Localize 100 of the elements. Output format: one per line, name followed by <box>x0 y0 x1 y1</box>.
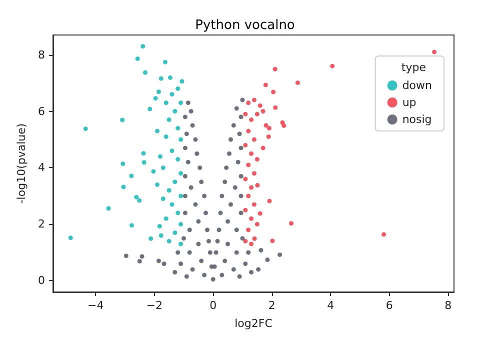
point <box>178 100 184 106</box>
x-tick-label: 0 <box>210 299 217 312</box>
point <box>258 211 262 216</box>
point <box>156 90 162 94</box>
point <box>166 117 172 122</box>
point <box>134 194 139 200</box>
y-axis-title: -log10(pvalue) <box>15 123 28 204</box>
point <box>249 185 254 190</box>
point <box>148 236 154 241</box>
y-tick-label: 6 <box>38 104 45 118</box>
point <box>120 162 126 166</box>
point <box>106 206 111 211</box>
point <box>254 112 260 116</box>
point <box>243 238 248 244</box>
point <box>178 137 184 142</box>
point <box>243 112 248 116</box>
x-tick-label: −4 <box>87 299 104 312</box>
point <box>170 148 174 154</box>
point <box>178 222 184 226</box>
point <box>255 182 260 188</box>
point <box>178 242 184 246</box>
point <box>254 157 260 162</box>
point <box>272 66 278 72</box>
point <box>172 109 178 114</box>
point <box>170 202 174 207</box>
point <box>121 184 126 190</box>
point <box>246 100 251 106</box>
x-tick-label: 6 <box>386 299 393 312</box>
point <box>246 128 251 134</box>
legend-title: type <box>401 61 426 74</box>
point <box>158 233 164 238</box>
point <box>267 198 272 204</box>
point <box>158 154 162 159</box>
point <box>266 126 272 130</box>
point <box>155 182 160 187</box>
point <box>164 134 168 139</box>
point <box>243 176 248 182</box>
point <box>249 242 254 246</box>
point <box>180 79 184 84</box>
point <box>266 134 271 139</box>
point <box>270 238 275 244</box>
legend-label: down <box>402 79 432 92</box>
point <box>282 123 286 128</box>
point <box>252 236 257 241</box>
point <box>252 98 256 102</box>
point <box>135 56 140 61</box>
point <box>83 126 88 132</box>
point <box>160 165 166 170</box>
point <box>246 228 251 232</box>
point <box>254 222 260 226</box>
x-tick-label: 4 <box>327 299 334 312</box>
point <box>243 142 248 148</box>
point <box>153 96 158 101</box>
point <box>289 221 294 226</box>
point <box>166 238 172 244</box>
point <box>249 151 254 156</box>
point <box>252 171 256 176</box>
x-axis-title: log2FC <box>234 317 273 330</box>
x-tick-label: 8 <box>444 299 452 312</box>
point <box>252 137 256 142</box>
x-tick-label: 2 <box>268 299 276 312</box>
point <box>172 230 178 235</box>
point <box>178 194 184 198</box>
point <box>157 224 162 228</box>
point <box>143 70 148 75</box>
point <box>260 109 266 114</box>
legend-label: nosig <box>402 113 432 126</box>
point <box>158 76 164 81</box>
point <box>68 236 73 240</box>
y-tick-label: 8 <box>38 48 45 62</box>
point <box>129 223 134 228</box>
point <box>176 86 180 91</box>
point <box>164 100 168 106</box>
point <box>382 232 386 237</box>
point <box>168 75 172 80</box>
y-tick-label: 4 <box>38 161 45 174</box>
point <box>170 92 174 97</box>
legend-label: up <box>402 96 416 109</box>
point <box>120 118 125 122</box>
point <box>155 128 160 134</box>
point <box>178 171 184 176</box>
point <box>141 151 146 156</box>
point <box>271 90 276 94</box>
point <box>264 123 268 128</box>
point <box>252 202 256 207</box>
point <box>246 194 251 198</box>
point <box>249 117 254 122</box>
point <box>137 198 142 203</box>
x-tick-label: −2 <box>146 299 162 312</box>
point <box>295 80 300 85</box>
point <box>129 174 134 178</box>
point <box>273 105 278 110</box>
point <box>166 188 172 193</box>
point <box>162 60 168 64</box>
point <box>258 103 262 108</box>
point <box>243 208 248 212</box>
point <box>176 126 180 130</box>
point <box>260 146 266 150</box>
point <box>160 196 166 202</box>
point <box>148 106 152 112</box>
